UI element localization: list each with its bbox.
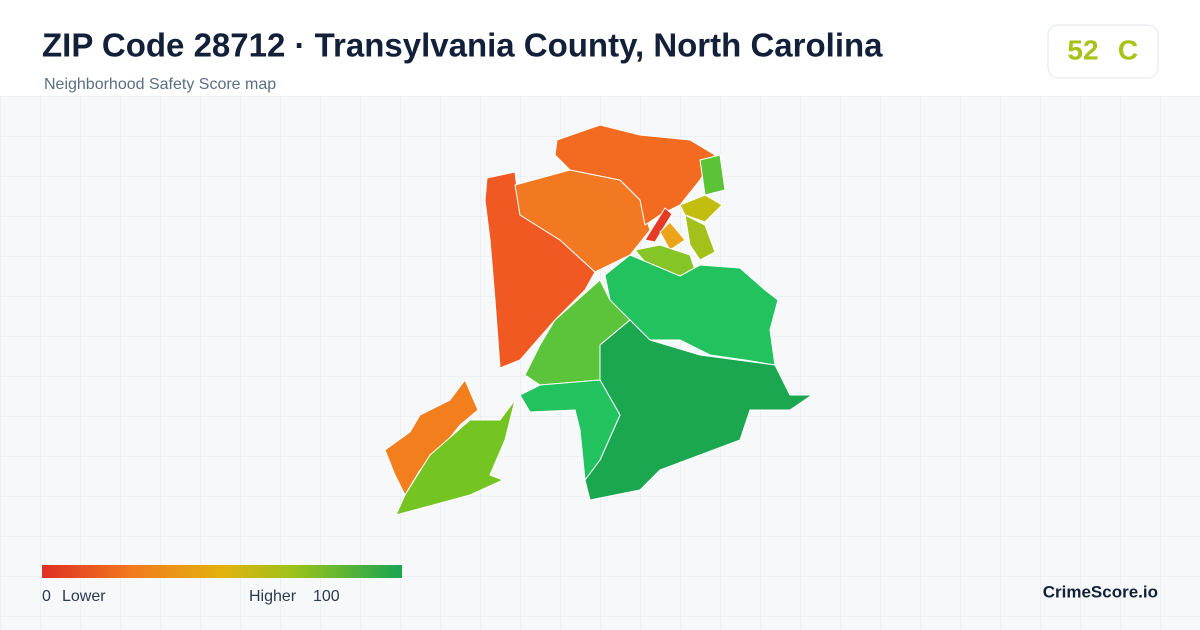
map (384, 124, 813, 516)
brand: CrimeScore.io (1043, 582, 1158, 601)
region (519, 379, 621, 481)
score-badge (1047, 24, 1159, 79)
region (554, 124, 716, 226)
subtitle: Neighborhood Safety Score map (44, 76, 276, 93)
legend-max: 100 (313, 588, 340, 605)
legend-min-label: Lower (62, 588, 106, 605)
region (395, 399, 516, 516)
region (644, 207, 673, 243)
region (684, 214, 716, 261)
region (679, 194, 723, 223)
legend-gradient (42, 565, 402, 578)
header-band (0, 0, 1200, 96)
score-value: 52 (1067, 34, 1098, 65)
score-grade: C (1118, 34, 1138, 65)
region (659, 221, 686, 251)
title: ZIP Code 28712 · Transylvania County, No… (42, 27, 883, 64)
region (384, 379, 479, 496)
legend-min: 0 (42, 588, 51, 605)
legend-max-label: Higher (249, 588, 297, 605)
region (699, 154, 726, 196)
